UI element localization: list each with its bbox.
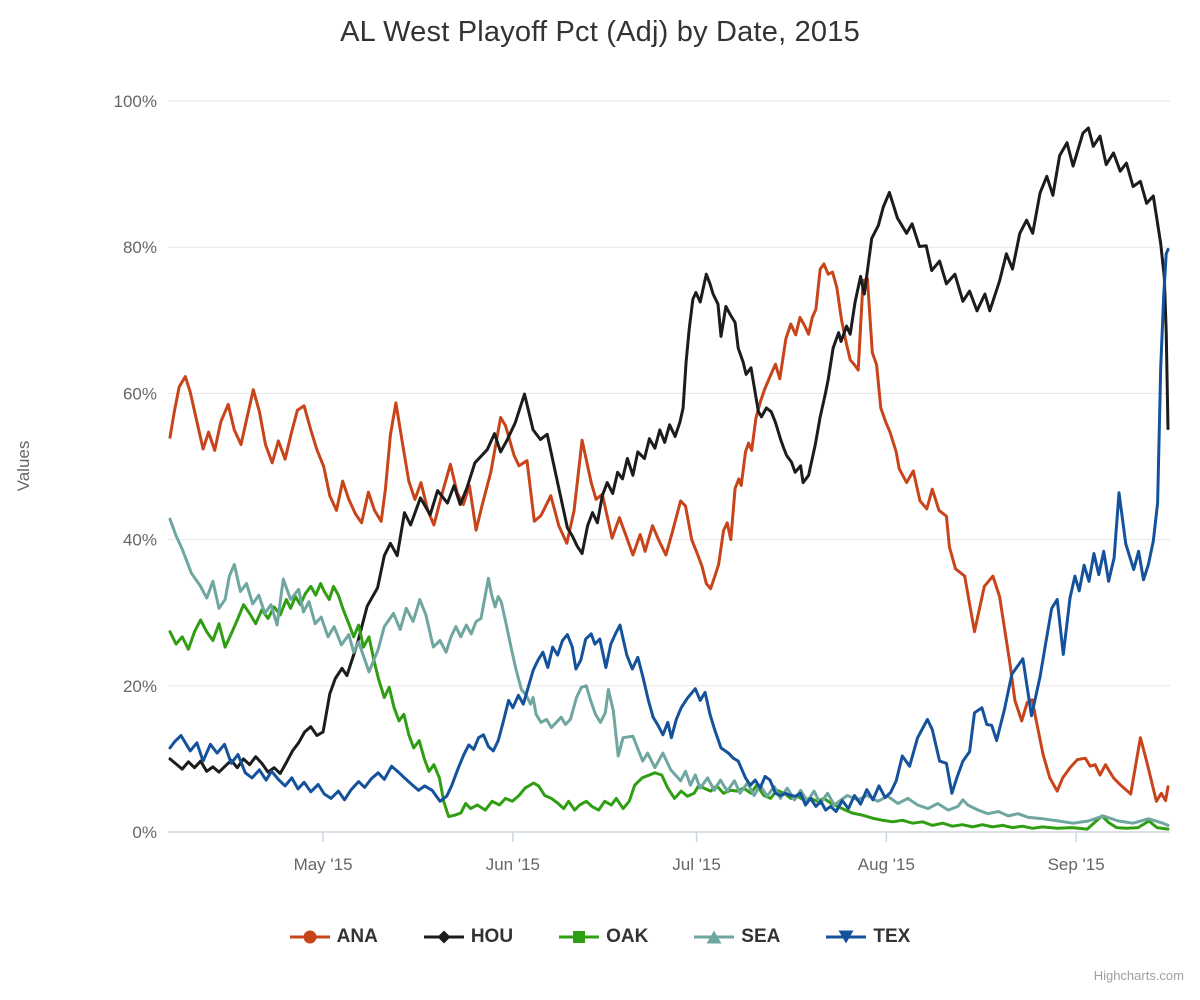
legend-marker-shape xyxy=(573,931,586,943)
series-line-SEA[interactable] xyxy=(168,517,1170,827)
legend-item-TEX[interactable]: TEX xyxy=(826,926,910,948)
y-tick-label-20: 20% xyxy=(123,677,157,696)
y-tick-label-80: 80% xyxy=(123,238,157,257)
y-tick-label-100: 100% xyxy=(114,92,157,111)
legend-marker-shape xyxy=(838,930,854,944)
square-legend-marker-icon xyxy=(559,931,600,943)
legend-label: SEA xyxy=(741,926,781,947)
series-line-OAK[interactable] xyxy=(168,582,1170,831)
y-tick-label-60: 60% xyxy=(123,384,157,403)
series-line-HOU[interactable] xyxy=(168,126,1170,775)
legend-item-ANA[interactable]: ANA xyxy=(289,926,378,948)
circle-legend-marker-icon xyxy=(289,930,330,944)
chart-title: AL West Playoff Pct (Adj) by Date, 2015 xyxy=(340,16,860,48)
legend-item-OAK[interactable]: OAK xyxy=(559,926,648,948)
legend-label: OAK xyxy=(606,926,649,947)
triangle-up-legend-marker-icon xyxy=(694,930,735,944)
x-tick-label-4: Sep '15 xyxy=(1048,855,1105,874)
legend: ANA HOU OAK SEA TEX xyxy=(0,916,1200,958)
legend-label: HOU xyxy=(470,926,514,947)
triangle-down-legend-marker-icon xyxy=(826,930,867,944)
series-line-TEX[interactable] xyxy=(168,247,1170,813)
highcharts-credit-link[interactable]: Highcharts.com xyxy=(1093,968,1184,983)
x-tick-label-2: Jul '15 xyxy=(672,855,721,874)
x-tick-label-1: Jun '15 xyxy=(486,855,540,874)
diamond-legend-marker-icon xyxy=(423,930,464,944)
y-tick-label-40: 40% xyxy=(123,531,157,550)
y-tick-label-0: 0% xyxy=(132,823,157,842)
legend-item-HOU[interactable]: HOU xyxy=(423,926,514,948)
x-tick-label-3: Aug '15 xyxy=(858,855,915,874)
series-line-ANA[interactable] xyxy=(168,262,1170,803)
legend-marker-shape xyxy=(437,930,451,944)
legend-item-SEA[interactable]: SEA xyxy=(694,926,780,948)
legend-marker-shape xyxy=(706,930,722,944)
legend-label: TEX xyxy=(873,926,911,947)
legend-marker-shape xyxy=(303,930,317,944)
x-tick-label-0: May '15 xyxy=(294,855,353,874)
legend-label: ANA xyxy=(336,926,378,947)
